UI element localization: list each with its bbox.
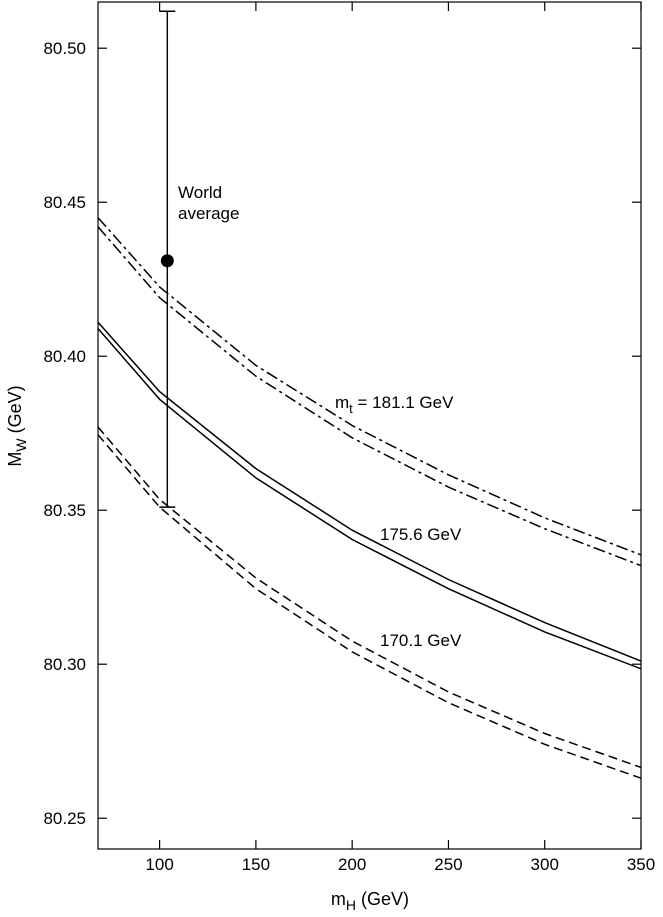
y-tick-label-1: 80.30 <box>43 655 86 674</box>
x-axis-title: mH (GeV) <box>331 889 409 913</box>
label-mt-170: 170.1 GeV <box>380 631 462 650</box>
world-average-label-line1: World <box>178 183 222 202</box>
x-tick-label-150: 150 <box>242 855 270 874</box>
label-mt-181: mt = 181.1 GeV <box>335 393 454 416</box>
curve-mt_181.1-dashdot-0 <box>97 217 642 556</box>
y-tick-label-5: 80.50 <box>43 39 86 58</box>
world-average-point <box>160 254 174 268</box>
y-axis-title: MW (GeV) <box>5 385 29 466</box>
y-axis-title-sub: W <box>13 438 29 452</box>
label-mt-175: 175.6 GeV <box>380 525 462 544</box>
world-average-measurement <box>159 10 176 508</box>
curve-mt_175.6-solid-3 <box>97 328 642 670</box>
axis-ticks <box>98 2 642 849</box>
label-mt-181-value: = 181.1 GeV <box>353 393 454 412</box>
x-axis-title-main: m <box>331 889 346 909</box>
y-tick-label-0: 80.25 <box>43 809 86 828</box>
curve-mt_175.6-solid-2 <box>97 321 642 662</box>
label-mt-181-prefix: m <box>335 393 349 412</box>
x-tick-label-100: 100 <box>145 855 173 874</box>
x-tick-label-300: 300 <box>531 855 559 874</box>
y-tick-label-3: 80.40 <box>43 347 86 366</box>
plot-frame <box>97 1 642 850</box>
curve-mt_170.1-dashed-4 <box>97 426 642 769</box>
y-tick-label-4: 80.45 <box>43 193 86 212</box>
curve-mt_170.1-dashed-5 <box>97 434 642 779</box>
x-tick-label-250: 250 <box>434 855 462 874</box>
x-axis-title-unit: (GeV) <box>356 889 409 909</box>
label-mt-181-sub: t <box>349 401 353 416</box>
world-average-label-line2: average <box>178 204 239 223</box>
tick-labels: 100 150 200 250 300 350 80.25 80.30 80.35 80.40 80… <box>43 39 655 874</box>
y-axis-title-unit: (GeV) <box>5 385 25 438</box>
x-axis-title-sub: H <box>346 897 356 913</box>
x-tick-label-200: 200 <box>338 855 366 874</box>
x-tick-label-350: 350 <box>627 855 655 874</box>
curve-mt_181.1-dashdot-1 <box>97 226 642 567</box>
y-tick-label-2: 80.35 <box>43 501 86 520</box>
curves-group <box>97 217 642 779</box>
y-axis-title-main: M <box>5 452 25 467</box>
